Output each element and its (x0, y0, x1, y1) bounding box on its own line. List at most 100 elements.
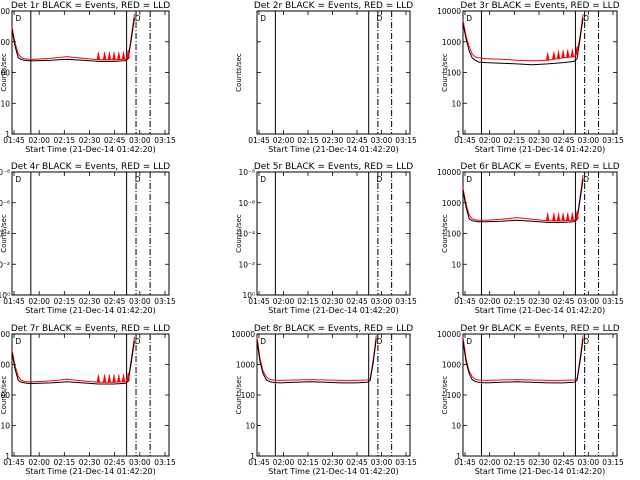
y-tick-label: 1 (456, 452, 461, 461)
d-marker: D (466, 175, 472, 184)
lld-spike (116, 374, 121, 383)
x-tick-label: 02:30 (528, 297, 550, 306)
lld-spike (552, 212, 556, 221)
x-tick-label: 02:00 (479, 136, 501, 145)
panel-title: Det 5r BLACK = Events, RED = LLD (254, 162, 413, 172)
y-tick-label: 10⁻⁶ (238, 199, 255, 208)
panel-title: Det 3r BLACK = Events, RED = LLD (460, 1, 619, 11)
y-tick-label: 10 (0, 99, 10, 108)
y-axis-label: Counts/sec (235, 53, 243, 92)
y-axis-label: Counts/sec (0, 214, 8, 253)
y-tick-label: 10⁻⁸ (0, 168, 10, 177)
y-tick-label: 1000 (0, 361, 10, 370)
x-tick-label: 01:45 (3, 136, 25, 145)
x-tick-label: 02:15 (297, 297, 319, 306)
lld-spike (102, 374, 107, 383)
d-marker: D (377, 337, 383, 346)
x-tick-label: 03:15 (395, 458, 417, 467)
lld-spike (570, 212, 575, 221)
x-tick-label: 03:15 (395, 297, 417, 306)
x-tick-label: 02:45 (553, 136, 575, 145)
y-axis-label: Counts/sec (235, 214, 243, 253)
x-tick-label: 02:00 (273, 136, 295, 145)
lld-spike (102, 51, 107, 60)
plot-frame (11, 333, 170, 457)
x-tick-label: 02:00 (479, 297, 501, 306)
y-tick-label: 1000 (442, 361, 461, 370)
d-marker: D (583, 337, 589, 346)
d-marker: D (135, 14, 141, 23)
y-tick-label: 100 (447, 391, 462, 400)
d-marker: D (260, 175, 266, 184)
panel-title: Det 8r BLACK = Events, RED = LLD (254, 324, 413, 334)
x-tick-label: 02:00 (273, 297, 295, 306)
x-tick-label: 02:15 (504, 458, 526, 467)
d-marker: D (377, 175, 383, 184)
y-tick-label: 1000 (442, 199, 461, 208)
x-tick-label: 02:45 (104, 458, 126, 467)
plot-frame (11, 10, 170, 135)
y-tick-label: 1000 (236, 361, 255, 370)
x-axis-label: Start Time (21-Dec-14 01:42:20) (475, 306, 606, 315)
x-axis-label: Start Time (21-Dec-14 01:42:20) (475, 145, 606, 154)
plot-frame (256, 333, 411, 457)
y-tick-label: 100 (0, 69, 10, 78)
x-tick-label: 02:15 (297, 136, 319, 145)
y-axis-label: Counts/sec (441, 376, 449, 415)
plot-frame (11, 171, 170, 296)
x-tick-label: 02:15 (54, 136, 76, 145)
x-tick-label: 02:15 (504, 297, 526, 306)
plot-frame (256, 171, 411, 296)
panel-title: Det 2r BLACK = Events, RED = LLD (254, 1, 413, 11)
x-tick-label: 02:15 (297, 458, 319, 467)
events-line (11, 17, 135, 62)
y-tick-label: 1 (456, 291, 461, 300)
y-tick-label: 10 (451, 99, 461, 108)
x-tick-label: 02:00 (28, 297, 50, 306)
events-line (256, 338, 377, 384)
lld-spike (556, 50, 561, 59)
x-tick-label: 01:45 (3, 458, 25, 467)
x-axis-label: Start Time (21-Dec-14 01:42:20) (25, 306, 156, 315)
events-line (11, 340, 135, 385)
y-tick-label: 1 (250, 452, 255, 461)
x-tick-label: 02:30 (528, 136, 550, 145)
x-axis-label: Start Time (21-Dec-14 01:42:20) (25, 145, 156, 154)
x-tick-label: 02:00 (28, 136, 50, 145)
x-tick-label: 02:30 (322, 297, 344, 306)
lld-spike (112, 374, 116, 383)
x-tick-label: 03:00 (371, 458, 393, 467)
lld-spike (570, 48, 575, 57)
y-tick-label: 100 (447, 69, 462, 78)
y-tick-label: 10 (451, 260, 461, 269)
d-marker: D (583, 14, 589, 23)
y-tick-label: 10⁻⁴ (238, 230, 255, 239)
y-tick-label: 1000 (0, 38, 10, 47)
plot-frame (462, 333, 618, 457)
lld-spike (545, 52, 550, 61)
lld-line (462, 335, 584, 381)
plot-frame (462, 171, 618, 296)
y-tick-label: 100 (0, 391, 10, 400)
x-tick-label: 02:30 (79, 136, 101, 145)
lld-spike (121, 373, 126, 383)
y-tick-label: 10000 (437, 330, 461, 339)
panel-det-1: Det 1r BLACK = Events, RED = LLD 1 10 100 10… (0, 1, 176, 154)
x-tick-label: 03:15 (154, 458, 176, 467)
lld-spike (575, 45, 579, 55)
d-marker: D (135, 175, 141, 184)
x-tick-label: 03:15 (602, 458, 624, 467)
y-tick-label: 10000 (231, 330, 255, 339)
y-tick-label: 10⁻² (0, 260, 10, 269)
lld-line (462, 174, 584, 222)
y-tick-label: 1000 (442, 38, 461, 47)
lld-spike (107, 374, 112, 383)
events-line (462, 178, 584, 223)
y-tick-label: 100 (241, 391, 256, 400)
lld-spike (565, 49, 570, 58)
plot-frame (462, 10, 618, 135)
x-tick-label: 03:00 (371, 136, 393, 145)
y-axis-label: Counts/sec (441, 214, 449, 253)
